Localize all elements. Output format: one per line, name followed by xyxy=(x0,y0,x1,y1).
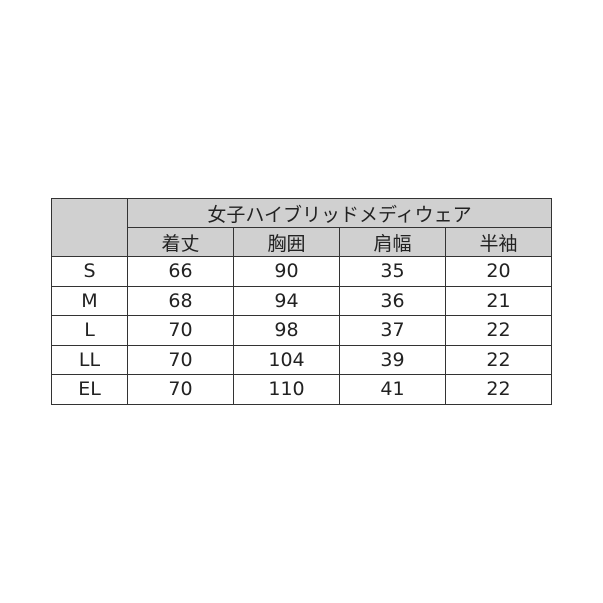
table-cell: 70 xyxy=(127,315,234,346)
table-cell: 37 xyxy=(339,315,446,346)
size-table: 女子ハイブリッドメディウェア 着丈 胸囲 肩幅 半袖 S 66 90 35 20 M 68 9… xyxy=(51,198,552,405)
table-title: 女子ハイブリッドメディウェア xyxy=(127,198,552,228)
column-header: 着丈 xyxy=(127,227,234,257)
table-row: L 70 98 37 22 xyxy=(51,315,552,346)
table-cell: 22 xyxy=(445,315,552,346)
column-header: 胸囲 xyxy=(233,227,340,257)
table-cell: 22 xyxy=(445,374,552,405)
table-cell: 70 xyxy=(127,344,234,375)
column-header: 肩幅 xyxy=(339,227,446,257)
corner-cell xyxy=(51,198,128,257)
size-label: EL xyxy=(51,374,128,405)
table-cell: 35 xyxy=(339,256,446,287)
size-label: M xyxy=(51,285,128,316)
table-cell: 22 xyxy=(445,344,552,375)
table-cell: 90 xyxy=(233,256,340,287)
table-cell: 94 xyxy=(233,285,340,316)
table-cell: 66 xyxy=(127,256,234,287)
column-header: 半袖 xyxy=(445,227,552,257)
table-row: S 66 90 35 20 xyxy=(51,256,552,287)
table-cell: 39 xyxy=(339,344,446,375)
table-cell: 104 xyxy=(233,344,340,375)
size-label: LL xyxy=(51,344,128,375)
table-cell: 110 xyxy=(233,374,340,405)
size-label: L xyxy=(51,315,128,346)
table-cell: 68 xyxy=(127,285,234,316)
table-cell: 98 xyxy=(233,315,340,346)
table-row: LL 70 104 39 22 xyxy=(51,344,552,375)
table-cell: 41 xyxy=(339,374,446,405)
table-cell: 36 xyxy=(339,285,446,316)
size-label: S xyxy=(51,256,128,287)
table-cell: 21 xyxy=(445,285,552,316)
table-cell: 20 xyxy=(445,256,552,287)
table-row: M 68 94 36 21 xyxy=(51,285,552,316)
table-row: EL 70 110 41 22 xyxy=(51,374,552,405)
table-cell: 70 xyxy=(127,374,234,405)
